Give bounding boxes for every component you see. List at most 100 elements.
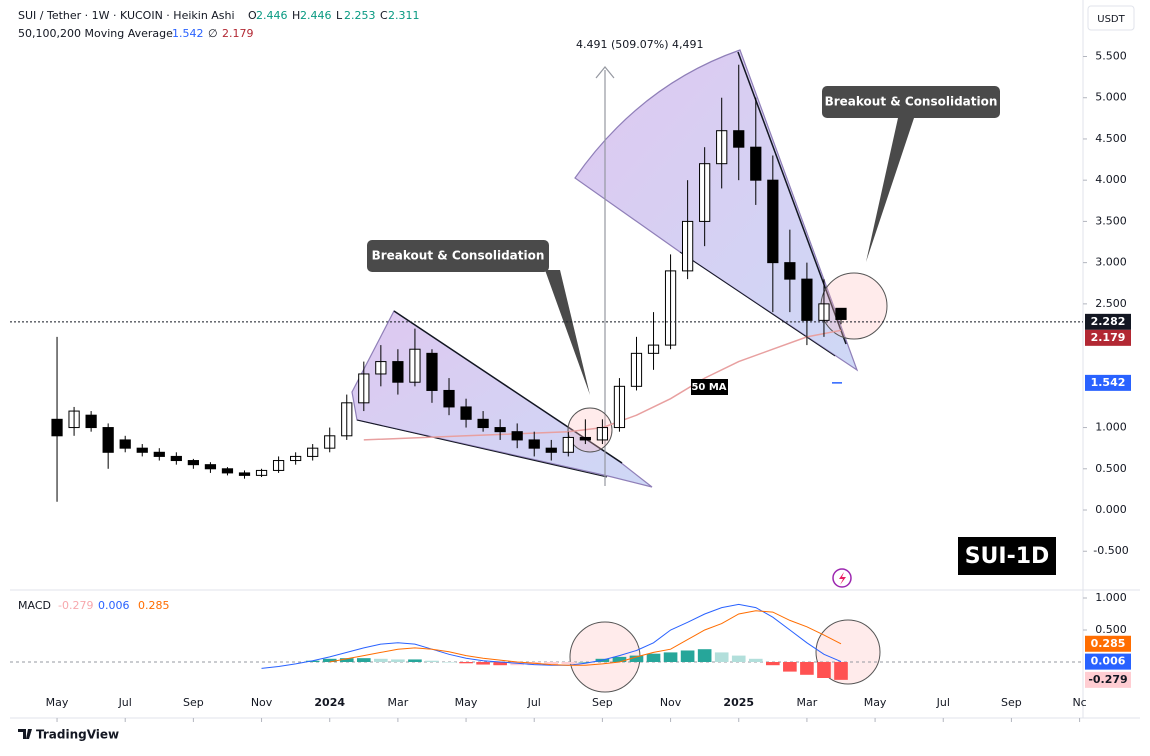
y-tick-label: -0.500 — [1093, 544, 1128, 557]
x-tick-label: 2024 — [314, 696, 345, 709]
price-tag-label: 0.006 — [1091, 655, 1126, 668]
y-tick-label: 3.000 — [1095, 256, 1127, 269]
x-tick-label: Sep — [183, 696, 204, 709]
macd-histogram-bar — [374, 658, 388, 662]
wedge-line — [356, 419, 608, 478]
macd-histogram-bar — [425, 660, 439, 662]
x-tick-label: May — [864, 696, 887, 709]
macd-histogram-bar — [714, 652, 729, 662]
callout-box — [822, 86, 1000, 118]
y-tick-label: 5.500 — [1095, 49, 1127, 62]
currency-box — [1087, 5, 1135, 31]
signal-line — [329, 610, 842, 666]
currency: USDT — [1097, 14, 1125, 25]
watermark: TradingView — [36, 728, 119, 742]
macd-histogram-bar — [680, 650, 695, 662]
price-tag-label: 2.179 — [1091, 331, 1126, 344]
price-tag-label: 2.282 — [1091, 315, 1126, 328]
macd-histogram-bar — [612, 656, 627, 662]
macd-histogram-bar — [629, 655, 644, 662]
macd-histogram-bar — [800, 662, 814, 675]
macd-histogram-bar — [731, 655, 746, 662]
macd-histogram-bar — [783, 662, 797, 672]
ohlc-key: O — [248, 9, 257, 22]
y-tick-label: 5.000 — [1095, 91, 1127, 104]
falling-wedge-right — [574, 49, 859, 372]
badge-box — [958, 537, 1056, 575]
macd-histogram-bar — [391, 659, 405, 662]
price-tag — [1085, 313, 1131, 330]
x-tick-label: Sep — [1001, 696, 1022, 709]
price-tag — [1085, 635, 1131, 652]
y-tick-label: 4.500 — [1095, 132, 1127, 145]
price-tag — [1085, 329, 1131, 346]
ma-legend-value: 2.179 — [222, 27, 254, 40]
macd-histogram-bar — [766, 662, 780, 666]
macd-histogram-bar — [442, 662, 456, 663]
callout-text: Breakout & Consolidation — [825, 95, 998, 109]
x-tick-label: Jul — [527, 696, 541, 709]
y-tick-label: 1.000 — [1095, 421, 1127, 434]
highlight-circle — [815, 619, 881, 685]
x-tick-label: Nov — [251, 696, 273, 709]
macd-tick-label: 0.500 — [1095, 623, 1127, 636]
macd-histogram-bar — [339, 658, 354, 662]
macd-histogram-bar — [356, 658, 371, 662]
logo — [18, 729, 32, 739]
price-tag — [1085, 653, 1131, 670]
highlight-circle — [569, 621, 641, 693]
macd-legend-name: MACD — [18, 599, 51, 612]
macd-histogram-bar — [663, 652, 678, 662]
ohlc-value: 2.253 — [344, 9, 376, 22]
x-tick-label: 2025 — [723, 696, 754, 709]
ma-legend-gap: ∅ — [208, 27, 218, 40]
macd-histogram-bar — [476, 662, 490, 665]
x-tick-label: Jul — [118, 696, 132, 709]
macd-histogram-bar — [305, 660, 320, 662]
x-tick-label: Mar — [797, 696, 818, 709]
macd-histogram-bar — [646, 653, 661, 662]
callout-tail — [866, 118, 914, 262]
macd-histogram-bar — [459, 662, 473, 664]
event-icon — [832, 568, 852, 588]
ohlc-value: 2.311 — [388, 9, 420, 22]
macd-histogram-bar — [834, 662, 848, 680]
x-tick-label: Jul — [936, 696, 950, 709]
macd-histogram-bar — [493, 662, 507, 666]
callout-tail — [545, 270, 590, 395]
ma-label-box — [691, 379, 728, 395]
ohlc-key: L — [336, 9, 343, 22]
price-tag-label: 0.285 — [1091, 637, 1126, 650]
arrow-head — [595, 66, 615, 79]
x-tick-label: Nov — [660, 696, 682, 709]
y-tick-label: 3.500 — [1095, 214, 1127, 227]
macd-legend-value: 0.006 — [98, 599, 130, 612]
macd-histogram-bar — [322, 658, 337, 662]
ohlc-key: C — [380, 9, 388, 22]
symbol-title: SUI / Tether · 1W · KUCOIN · Heikin Ashi — [18, 9, 235, 22]
macd-histogram-bar — [544, 662, 559, 665]
macd-line — [261, 603, 842, 669]
macd-tick-label: 1.000 — [1095, 591, 1127, 604]
measure-label: 4.491 (509.07%) 4,491 — [576, 38, 704, 51]
price-tag — [1085, 671, 1131, 688]
ohlc-key: H — [292, 9, 300, 22]
badge-text: SUI-1D — [965, 544, 1050, 569]
price-tag-label: -0.279 — [1088, 673, 1127, 686]
macd-legend-value: -0.279 — [58, 599, 93, 612]
price-tag-label: 1.542 — [1091, 376, 1126, 389]
x-tick-label: Mar — [388, 696, 409, 709]
y-tick-label: 0.000 — [1095, 503, 1127, 516]
event-icon-bolt — [839, 572, 846, 585]
macd-histogram-bar — [748, 658, 763, 662]
price-tag — [1085, 374, 1131, 391]
y-tick-label: 2.500 — [1095, 297, 1127, 310]
x-tick-label: May — [455, 696, 478, 709]
ohlc-value: 2.446 — [300, 9, 332, 22]
x-tick-label: May — [46, 696, 69, 709]
ma-legend-value: 1.542 — [172, 27, 204, 40]
x-tick-label: Nc — [1072, 696, 1086, 709]
highlight-circle — [820, 272, 888, 340]
